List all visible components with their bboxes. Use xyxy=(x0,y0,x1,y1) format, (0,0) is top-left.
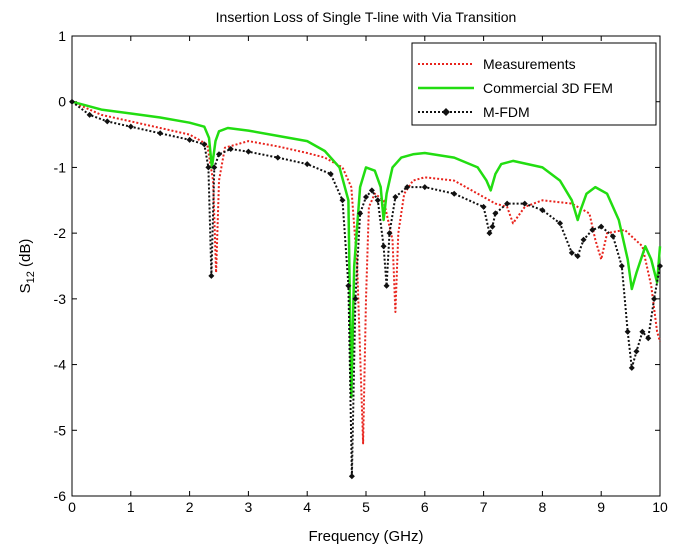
data-point-m-fdm xyxy=(651,295,658,302)
data-point-m-fdm xyxy=(205,164,212,171)
x-tick-label: 3 xyxy=(245,499,253,515)
x-tick-label: 4 xyxy=(303,499,311,515)
data-point-m-fdm xyxy=(227,146,234,153)
data-point-m-fdm xyxy=(628,364,635,371)
data-point-m-fdm xyxy=(327,171,334,177)
data-point-m-fdm xyxy=(69,98,75,105)
data-point-m-fdm xyxy=(374,197,381,204)
x-tick-label: 7 xyxy=(480,499,488,515)
y-tick-label: -6 xyxy=(54,488,67,504)
x-axis-label: Frequency (GHz) xyxy=(308,528,423,545)
x-tick-label: 2 xyxy=(186,499,194,515)
data-point-m-fdm xyxy=(633,348,640,355)
data-point-m-fdm xyxy=(211,164,218,171)
x-tick-label: 9 xyxy=(597,499,605,515)
legend-mfdm-marker xyxy=(442,108,450,116)
data-point-m-fdm xyxy=(86,111,93,118)
data-point-m-fdm xyxy=(368,187,375,194)
data-point-m-fdm xyxy=(304,161,311,168)
data-point-m-fdm xyxy=(624,328,631,335)
legend-fem-label: Commercial 3D FEM xyxy=(483,80,613,96)
data-point-m-fdm xyxy=(521,200,528,207)
x-tick-labels: 0 1 2 3 4 5 6 7 8 9 10 xyxy=(68,499,668,515)
data-point-m-fdm xyxy=(589,226,596,233)
data-point-m-fdm xyxy=(392,194,399,200)
data-point-m-fdm xyxy=(348,473,355,480)
series-line-commercial-3d-fem xyxy=(71,100,662,399)
legend-measurements-label: Measurements xyxy=(483,56,576,72)
y-tick-label: -2 xyxy=(54,225,67,241)
data-point-m-fdm xyxy=(421,184,428,191)
data-point-m-fdm xyxy=(598,223,605,230)
data-point-m-fdm xyxy=(539,207,546,214)
data-point-m-fdm xyxy=(245,148,252,155)
data-point-m-fdm xyxy=(357,210,364,217)
data-point-m-fdm xyxy=(201,141,208,148)
y-axis-label: S12 (dB) xyxy=(17,239,37,294)
data-point-m-fdm xyxy=(504,200,511,207)
x-tick-label: 5 xyxy=(362,499,370,515)
data-point-m-fdm xyxy=(186,136,193,143)
data-point-m-fdm xyxy=(127,123,134,130)
data-point-m-fdm xyxy=(208,272,215,279)
data-point-m-fdm xyxy=(274,154,281,161)
data-point-m-fdm xyxy=(480,203,487,210)
x-tick-label: 1 xyxy=(127,499,135,515)
data-point-m-fdm xyxy=(557,220,564,227)
data-point-m-fdm xyxy=(383,282,390,289)
data-point-m-fdm xyxy=(216,151,222,158)
y-tick-label: 0 xyxy=(58,94,66,110)
data-point-m-fdm xyxy=(618,263,625,269)
y-tick-label: -3 xyxy=(54,291,67,307)
data-point-m-fdm xyxy=(104,118,111,125)
data-point-m-fdm xyxy=(574,253,581,260)
y-tick-label: -5 xyxy=(54,422,67,438)
data-point-m-fdm xyxy=(380,243,387,250)
legend-box xyxy=(411,42,657,126)
series-layer xyxy=(69,98,663,480)
data-point-m-fdm xyxy=(657,263,663,269)
data-point-m-fdm xyxy=(157,130,164,137)
axis-ticks xyxy=(71,35,661,497)
data-point-m-fdm xyxy=(386,230,393,237)
data-point-m-fdm xyxy=(404,184,411,191)
chart-title: Insertion Loss of Single T-line with Via… xyxy=(216,9,517,25)
y-axis-label-unit: (dB) xyxy=(17,239,34,272)
legend-mfdm-label: M-FDM xyxy=(483,104,530,120)
y-axis-label-main: S xyxy=(17,283,34,293)
x-tick-label: 0 xyxy=(68,499,76,515)
data-point-m-fdm xyxy=(451,190,458,197)
data-point-m-fdm xyxy=(609,233,616,240)
y-tick-labels: 1 0 -1 -2 -3 -4 -5 -6 xyxy=(54,28,67,504)
data-point-m-fdm xyxy=(339,197,346,204)
y-tick-label: -4 xyxy=(54,357,67,373)
data-point-m-fdm xyxy=(345,282,352,289)
series-line-m-fdm xyxy=(71,100,661,478)
x-tick-label: 8 xyxy=(539,499,547,515)
data-point-m-fdm xyxy=(645,335,652,342)
x-tick-label: 6 xyxy=(421,499,429,515)
data-point-m-fdm xyxy=(352,295,359,302)
data-point-m-fdm xyxy=(568,249,575,256)
legend: Measurements Commercial 3D FEM M-FDM xyxy=(411,42,657,126)
data-point-m-fdm xyxy=(639,328,646,335)
x-tick-label: 10 xyxy=(652,499,668,515)
data-point-m-fdm xyxy=(486,230,493,237)
data-point-m-fdm xyxy=(489,223,496,230)
data-point-m-fdm xyxy=(492,210,499,217)
y-tick-label: 1 xyxy=(58,28,66,44)
data-point-m-fdm xyxy=(580,236,587,243)
y-tick-label: -1 xyxy=(54,159,67,175)
data-point-m-fdm xyxy=(363,194,369,200)
y-axis-label-subscript: 12 xyxy=(25,271,37,283)
